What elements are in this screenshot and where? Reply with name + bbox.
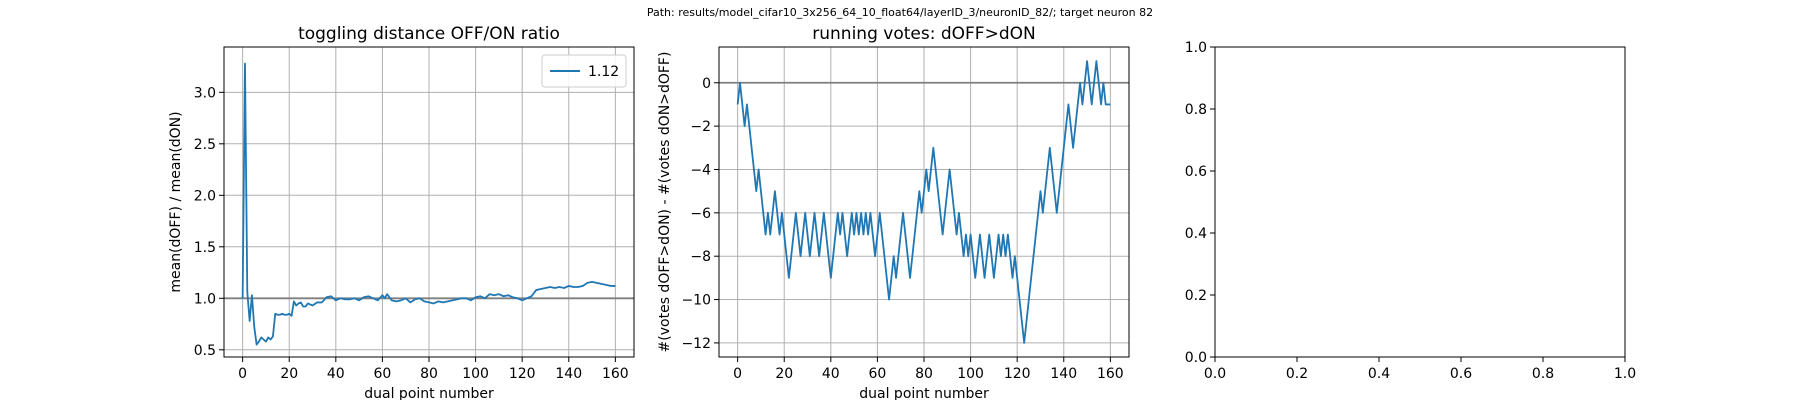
x-tick-label: 80 bbox=[915, 366, 933, 382]
votes-panel: 0 20 40 60 80 100 120 140 160 0 −2 −4 −6 −8 −10 −12 runn… bbox=[657, 24, 1130, 400]
y-tick-label: −10 bbox=[681, 293, 711, 309]
y-axis-label: mean(dOFF) / mean(dON) bbox=[168, 111, 184, 292]
x-axis-label: dual point number bbox=[364, 386, 494, 400]
y-tick-label: −2 bbox=[690, 119, 711, 135]
x-tick-label: 140 bbox=[1050, 366, 1077, 382]
x-tick-label: 80 bbox=[420, 366, 438, 382]
x-tick-label: 100 bbox=[462, 366, 489, 382]
series-line bbox=[736, 60, 1111, 344]
y-tick-label: 1.0 bbox=[194, 291, 216, 307]
y-tick-label: −4 bbox=[690, 162, 711, 178]
y-tick-label: −8 bbox=[690, 249, 711, 265]
x-tick-label: 160 bbox=[1097, 366, 1124, 382]
y-tick-label: 2.0 bbox=[194, 188, 216, 204]
x-tick-label: 140 bbox=[555, 366, 582, 382]
y-tick-label: 2.5 bbox=[194, 137, 216, 153]
x-axis-label: dual point number bbox=[859, 386, 989, 400]
x-tick-label: 20 bbox=[280, 366, 298, 382]
y-tick-label: 0.6 bbox=[1185, 164, 1207, 180]
y-axis-label: #(votes dOFF>dON) - #(votes dON>dOFF) bbox=[657, 52, 673, 353]
y-tick-label: −12 bbox=[681, 336, 711, 352]
panel-title: running votes: dOFF>dON bbox=[812, 24, 1035, 44]
y-tick-label: 0 bbox=[702, 76, 711, 92]
x-tick-label: 20 bbox=[775, 366, 793, 382]
x-tick-label: 0.0 bbox=[1204, 366, 1226, 382]
x-tick-label: 40 bbox=[822, 366, 840, 382]
y-tick-label: 0.4 bbox=[1185, 226, 1207, 242]
x-tick-label: 60 bbox=[373, 366, 391, 382]
ratio-panel: 0 20 40 60 80 100 120 140 160 0.5 1.0 1.5 2.0 2.5 3.0 t… bbox=[168, 24, 635, 400]
y-tick-label: 0.5 bbox=[194, 343, 216, 359]
x-tick-label: 40 bbox=[327, 366, 345, 382]
x-tick-label: 0.8 bbox=[1532, 366, 1554, 382]
series-line bbox=[241, 62, 616, 346]
empty-panel: 0.0 0.2 0.4 0.6 0.8 1.0 0.0 0.2 0.4 0.6 0.8 1.0 bbox=[1185, 40, 1636, 382]
panel-title: toggling distance OFF/ON ratio bbox=[298, 24, 560, 44]
axes-frame bbox=[1214, 46, 1626, 358]
x-tick-label: 160 bbox=[602, 366, 629, 382]
y-tick-label: 0.8 bbox=[1185, 102, 1207, 118]
x-tick-label: 0.2 bbox=[1286, 366, 1308, 382]
legend-entry: 1.12 bbox=[588, 64, 619, 80]
y-tick-label: −6 bbox=[690, 206, 711, 222]
x-tick-label: 120 bbox=[1004, 366, 1031, 382]
x-tick-label: 100 bbox=[957, 366, 984, 382]
figure-suptitle: Path: results/model_cifar10_3x256_64_10_… bbox=[647, 6, 1153, 19]
x-tick-label: 0.4 bbox=[1368, 366, 1390, 382]
x-tick-label: 60 bbox=[868, 366, 886, 382]
x-tick-label: 0.6 bbox=[1450, 366, 1472, 382]
y-tick-label: 1.5 bbox=[194, 240, 216, 256]
y-tick-label: 1.0 bbox=[1185, 40, 1207, 56]
y-tick-label: 3.0 bbox=[194, 85, 216, 101]
legend-box bbox=[541, 54, 627, 88]
y-tick-label: 0.0 bbox=[1185, 350, 1207, 366]
x-tick-label: 0 bbox=[733, 366, 742, 382]
x-tick-label: 1.0 bbox=[1614, 366, 1636, 382]
y-tick-label: 0.2 bbox=[1185, 288, 1207, 304]
legend: 1.12 bbox=[541, 54, 627, 88]
x-tick-label: 120 bbox=[509, 366, 536, 382]
x-tick-label: 0 bbox=[238, 366, 247, 382]
